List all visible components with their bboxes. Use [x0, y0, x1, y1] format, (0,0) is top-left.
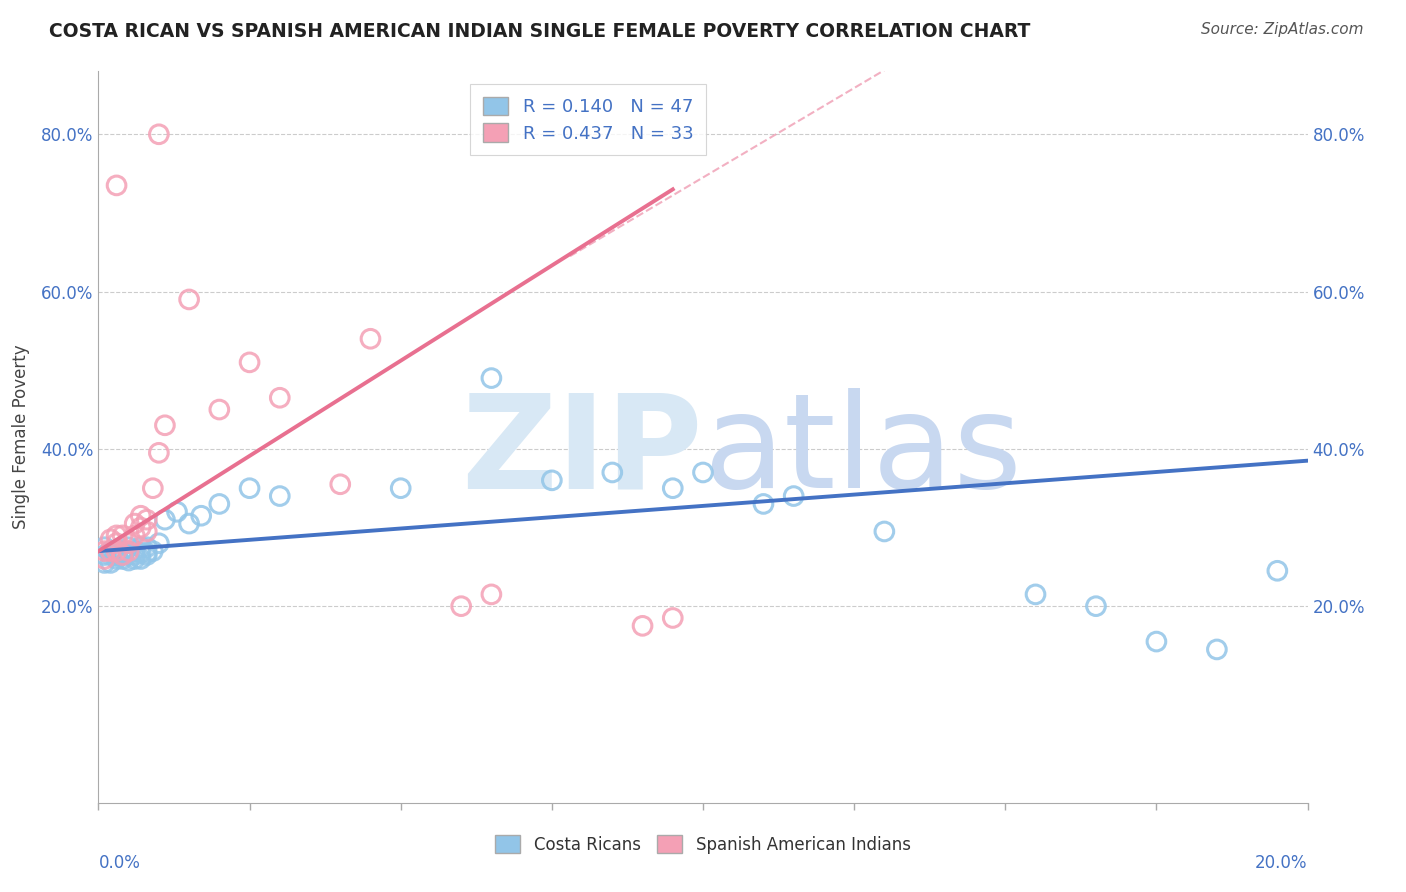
Point: [239, 481, 262, 495]
Point: [389, 481, 412, 495]
Point: [1085, 599, 1108, 614]
Point: [105, 548, 128, 562]
Point: [190, 508, 212, 523]
Point: [118, 548, 141, 562]
Point: [135, 548, 157, 562]
Point: [129, 540, 152, 554]
Point: [118, 536, 141, 550]
Point: [631, 619, 654, 633]
Point: [153, 513, 176, 527]
Point: [148, 446, 170, 460]
Point: [93, 540, 115, 554]
Text: 0.0%: 0.0%: [98, 854, 141, 872]
Point: [148, 128, 170, 142]
Point: [111, 528, 134, 542]
Point: [100, 556, 122, 570]
Point: [239, 355, 262, 369]
Point: [269, 391, 291, 405]
Point: [661, 481, 683, 495]
Point: [118, 544, 141, 558]
Point: [105, 548, 128, 562]
Point: [135, 540, 157, 554]
Point: [105, 528, 128, 542]
Point: [124, 552, 146, 566]
Point: [873, 524, 896, 539]
Point: [118, 540, 141, 554]
Point: [148, 536, 170, 550]
Point: [1206, 642, 1229, 657]
Point: [540, 473, 562, 487]
Point: [142, 544, 165, 558]
Point: [105, 544, 128, 558]
Point: [124, 544, 146, 558]
Point: [129, 552, 152, 566]
Point: [135, 524, 157, 539]
Point: [124, 528, 146, 542]
Point: [153, 418, 176, 433]
Point: [105, 552, 128, 566]
Point: [1267, 564, 1289, 578]
Point: [1024, 587, 1046, 601]
Point: [111, 548, 134, 562]
Point: [179, 516, 201, 531]
Point: [93, 552, 115, 566]
Point: [752, 497, 775, 511]
Text: COSTA RICAN VS SPANISH AMERICAN INDIAN SINGLE FEMALE POVERTY CORRELATION CHART: COSTA RICAN VS SPANISH AMERICAN INDIAN S…: [49, 22, 1031, 41]
Point: [450, 599, 472, 614]
Point: [166, 505, 188, 519]
Point: [124, 548, 146, 562]
Point: [118, 553, 141, 567]
Point: [105, 536, 128, 550]
Point: [111, 548, 134, 562]
Point: [360, 332, 382, 346]
Point: [129, 520, 152, 534]
Point: [179, 293, 201, 307]
Point: [329, 477, 352, 491]
Point: [208, 497, 231, 511]
Point: [783, 489, 806, 503]
Point: [129, 546, 152, 560]
Point: [93, 556, 115, 570]
Point: [111, 544, 134, 558]
Point: [692, 466, 714, 480]
Point: [93, 544, 115, 558]
Point: [602, 466, 624, 480]
Point: [100, 533, 122, 547]
Point: [135, 546, 157, 560]
Point: [661, 611, 683, 625]
Y-axis label: Single Female Poverty: Single Female Poverty: [11, 345, 30, 529]
Text: atlas: atlas: [703, 388, 1022, 516]
Point: [481, 587, 503, 601]
Point: [208, 402, 231, 417]
Point: [93, 548, 115, 562]
Text: ZIP: ZIP: [461, 388, 703, 516]
Point: [100, 544, 122, 558]
Point: [100, 548, 122, 562]
Point: [135, 513, 157, 527]
Point: [105, 178, 128, 193]
Text: Source: ZipAtlas.com: Source: ZipAtlas.com: [1201, 22, 1364, 37]
Point: [481, 371, 503, 385]
Point: [142, 481, 165, 495]
Point: [129, 508, 152, 523]
Text: 20.0%: 20.0%: [1256, 854, 1308, 872]
Point: [124, 516, 146, 531]
Point: [269, 489, 291, 503]
Point: [100, 544, 122, 558]
Point: [1144, 634, 1167, 648]
Legend: Costa Ricans, Spanish American Indians: Costa Ricans, Spanish American Indians: [489, 829, 917, 860]
Point: [111, 552, 134, 566]
